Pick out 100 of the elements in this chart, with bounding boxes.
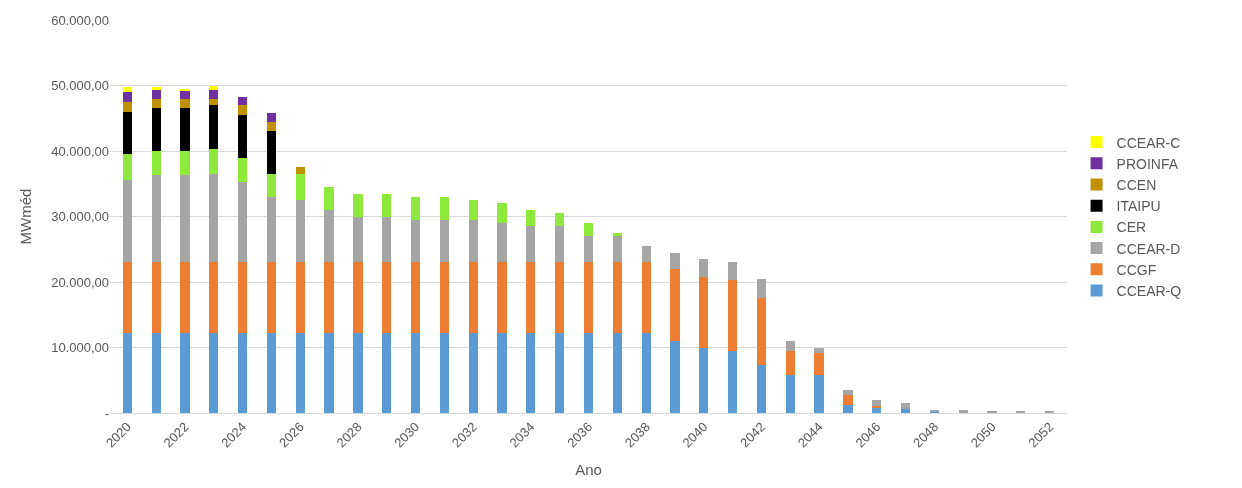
bar — [497, 333, 507, 413]
bar — [814, 375, 824, 413]
bar — [295, 333, 305, 413]
bar — [295, 167, 305, 174]
bar — [468, 333, 478, 413]
bar — [641, 262, 651, 334]
y-tick-label: 40.000,00 — [51, 143, 109, 159]
y-tick-label: 30.000,00 — [51, 209, 109, 225]
bar — [295, 262, 305, 334]
bar — [382, 193, 392, 217]
bar — [785, 350, 795, 376]
legend-label: CCEAR-D — [1116, 240, 1181, 257]
bar — [353, 333, 363, 413]
y-tick-label: 20.000,00 — [51, 274, 109, 290]
bar — [266, 173, 277, 197]
bar — [526, 333, 536, 413]
bar — [237, 182, 248, 263]
bar — [497, 262, 507, 334]
bar — [843, 405, 853, 413]
bar — [151, 262, 161, 334]
y-tick-label: - — [104, 405, 109, 421]
bar — [180, 108, 190, 151]
bar — [526, 209, 536, 227]
legend-label: CER — [1116, 219, 1147, 236]
bar — [555, 333, 565, 413]
bar — [439, 262, 449, 334]
bar — [583, 236, 594, 263]
bar — [670, 340, 680, 413]
bar — [699, 276, 709, 348]
legend-label: CCEN — [1116, 176, 1157, 193]
legend-label: CCGF — [1116, 261, 1157, 278]
bar — [353, 262, 363, 334]
bar — [180, 151, 190, 176]
bar — [324, 209, 334, 263]
bar — [612, 333, 622, 413]
bar — [209, 262, 219, 334]
bar — [151, 333, 161, 413]
bar — [670, 252, 680, 269]
bar — [209, 173, 219, 263]
bar — [728, 350, 738, 413]
bar — [670, 268, 680, 341]
bar — [900, 403, 911, 410]
bar — [699, 259, 709, 277]
y-tick-label: 50.000,00 — [51, 78, 109, 94]
bar — [583, 333, 594, 413]
y-axis-title: MWméd — [17, 188, 35, 245]
bar — [843, 394, 853, 406]
bar — [266, 262, 277, 334]
bar — [843, 390, 853, 395]
bar — [497, 203, 507, 224]
y-tick-label: 60.000,00 — [51, 12, 109, 28]
bar — [382, 216, 392, 263]
bar — [295, 173, 305, 201]
bar — [612, 232, 622, 237]
bar — [699, 347, 709, 413]
bar — [266, 333, 277, 413]
bar — [237, 114, 248, 158]
bar — [151, 108, 161, 151]
bar — [122, 87, 132, 93]
bar — [180, 262, 190, 334]
bar — [237, 105, 248, 115]
bar — [353, 193, 363, 217]
bar — [122, 111, 132, 155]
bar — [468, 219, 478, 263]
bar — [555, 262, 565, 334]
bar — [324, 262, 334, 334]
bar — [382, 333, 392, 413]
bar — [410, 262, 421, 334]
bar — [785, 375, 795, 413]
bar — [122, 180, 132, 263]
bar — [151, 90, 161, 99]
legend-label: PROINFA — [1116, 155, 1179, 172]
bar — [209, 333, 219, 413]
bar — [324, 187, 334, 210]
bar — [756, 278, 767, 299]
bar — [122, 101, 132, 112]
bar — [728, 262, 738, 281]
bar — [122, 262, 132, 334]
bar — [583, 262, 594, 334]
bar — [468, 262, 478, 334]
bar — [900, 409, 911, 413]
bar — [122, 154, 132, 181]
bar — [641, 245, 651, 263]
bar — [612, 236, 622, 263]
bar — [266, 113, 277, 122]
bar — [209, 98, 219, 106]
bar — [756, 365, 767, 413]
legend-label: CCEAR-Q — [1116, 282, 1182, 299]
bar — [872, 399, 882, 407]
bar — [872, 407, 882, 413]
legend-label: ITAIPU — [1116, 198, 1161, 215]
bar — [266, 131, 277, 174]
bar — [555, 226, 565, 263]
bar — [180, 175, 190, 263]
bar — [180, 333, 190, 413]
bar — [151, 87, 161, 91]
x-axis-title: Ano — [575, 461, 602, 479]
bar — [151, 151, 161, 176]
bar — [468, 200, 478, 220]
bar — [295, 200, 305, 263]
